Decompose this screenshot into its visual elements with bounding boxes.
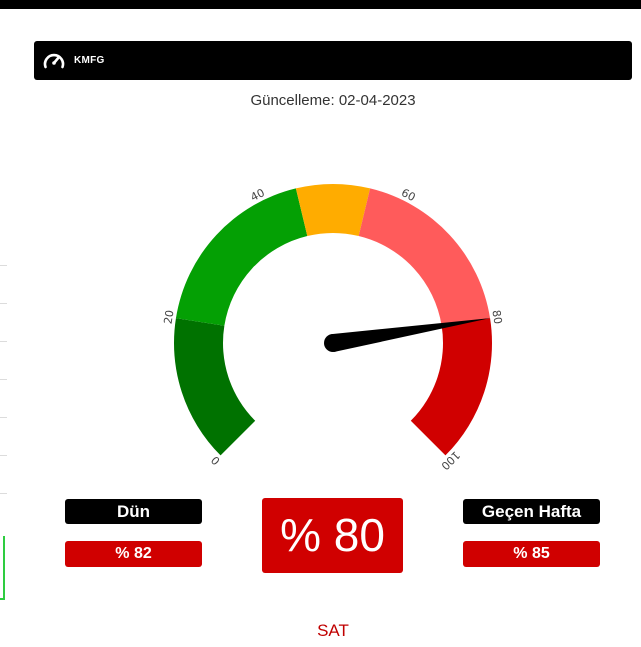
current-value: % 80 [262,498,403,573]
update-date: 02-04-2023 [338,92,416,109]
last-week-value: % 85 [463,541,600,567]
gauge-band-1 [175,188,308,326]
speedometer-icon [43,52,65,70]
gauge-tick-label: 40 [248,186,266,204]
gauge-needle-pointer [331,318,491,352]
signal-text: SAT [317,621,349,640]
top-bar [0,0,641,9]
last-week-label: Geçen Hafta [463,499,600,524]
update-label: Güncelleme: [250,92,335,109]
gauge-tick-label: 20 [162,309,177,325]
gauge-bands [174,184,492,456]
yesterday-value: % 82 [65,541,202,567]
left-edge-chart-line [0,536,5,600]
gauge-band-0 [174,318,256,456]
gauge-tick-label: 60 [399,186,417,204]
gauge-needle [324,318,491,352]
update-line: Güncelleme: 02-04-2023 [0,92,641,109]
gauge-band-4 [410,318,492,456]
gauge-band-2 [295,184,371,237]
gauge-band-3 [358,188,491,326]
yesterday-label: Dün [65,499,202,524]
gauge-tick-label: 80 [489,309,504,325]
header-bar [34,41,632,80]
gauge-needle-hub [324,334,342,352]
header-title: KMFG [74,55,105,66]
